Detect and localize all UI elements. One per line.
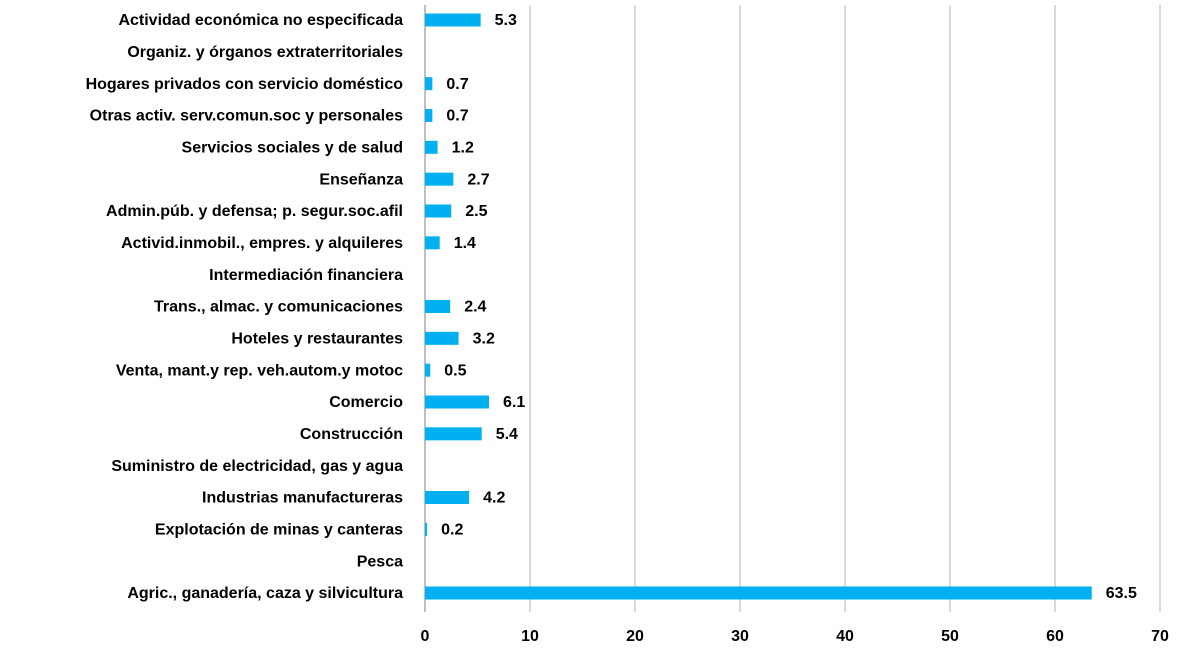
bar [425, 300, 451, 313]
value-label: 2.4 [464, 299, 486, 316]
bar [425, 77, 433, 91]
value-label: 63.5 [1106, 585, 1137, 602]
x-tick-label: 40 [836, 628, 854, 645]
y-tick-label: Servicios sociales y de salud [182, 140, 403, 157]
bar [425, 140, 438, 154]
y-tick-label: Enseñanza [319, 171, 403, 188]
value-label: 0.2 [441, 522, 463, 539]
y-tick-label: Otras activ. serv.comun.soc y personales [90, 108, 403, 125]
bar [425, 109, 433, 122]
value-label: 2.7 [467, 171, 489, 188]
value-label: 1.2 [452, 140, 474, 157]
y-tick-label: Actividad económica no especificada [118, 12, 403, 29]
x-tick-label: 20 [626, 628, 644, 645]
bar [425, 331, 459, 345]
bar [425, 363, 431, 377]
value-label: 1.4 [454, 235, 476, 252]
value-label: 0.7 [446, 76, 468, 93]
y-tick-label: Industrias manufactureras [202, 490, 403, 507]
y-tick-label: Intermediación financiera [209, 267, 403, 284]
value-label: 4.2 [483, 490, 505, 507]
y-tick-label: Suministro de electricidad, gas y agua [111, 458, 403, 475]
x-tick-label: 60 [1046, 628, 1064, 645]
value-label: 6.1 [503, 394, 525, 411]
y-tick-label: Venta, mant.y rep. veh.autom.y motoc [116, 362, 403, 379]
y-tick-label: Explotación de minas y canteras [155, 522, 403, 539]
bar [425, 491, 470, 504]
bar [425, 395, 490, 409]
x-tick-label: 50 [941, 628, 959, 645]
bar [425, 13, 481, 27]
y-tick-label: Activid.inmobil., empres. y alquileres [121, 235, 403, 252]
x-tick-label: 30 [731, 628, 749, 645]
x-tick-label: 70 [1151, 628, 1169, 645]
y-tick-label: Comercio [329, 394, 403, 411]
y-tick-label: Admin.púb. y defensa; p. segur.soc.afil [106, 203, 403, 220]
x-tick-label: 0 [421, 628, 430, 645]
value-label: 5.4 [496, 426, 518, 443]
bar [425, 586, 1092, 600]
value-label: 5.3 [495, 12, 517, 29]
y-tick-label: Hogares privados con servicio doméstico [86, 76, 404, 93]
y-tick-label: Agric., ganadería, caza y silvicultura [127, 585, 403, 602]
y-tick-label: Organiz. y órganos extraterritoriales [127, 44, 403, 61]
value-label: 3.2 [473, 331, 495, 348]
y-tick-label: Construcción [300, 426, 403, 443]
value-label: 0.7 [446, 108, 468, 125]
value-label: 2.5 [465, 203, 487, 220]
bar [425, 427, 482, 441]
y-tick-label: Pesca [357, 553, 403, 570]
y-tick-label: Trans., almac. y comunicaciones [154, 299, 403, 316]
y-tick-label: Hoteles y restaurantes [231, 331, 403, 348]
bar [425, 522, 428, 536]
bar [425, 204, 452, 218]
bar [425, 236, 440, 250]
x-tick-label: 10 [521, 628, 539, 645]
bar [425, 172, 454, 186]
value-label: 0.5 [444, 362, 466, 379]
